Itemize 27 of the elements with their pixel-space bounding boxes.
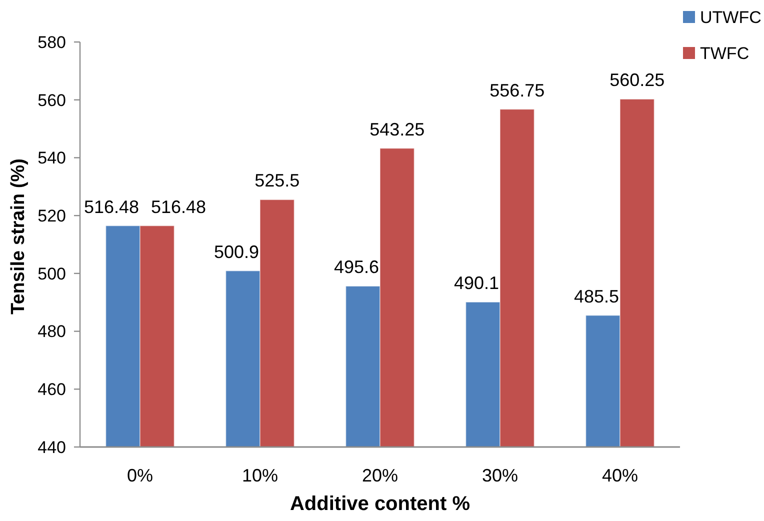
y-tick-label: 540 [38, 148, 66, 168]
data-label: 485.5 [574, 286, 620, 306]
data-label: 560.25 [610, 70, 665, 90]
y-tick-label: 560 [38, 90, 66, 110]
data-label: 500.9 [214, 242, 260, 262]
x-tick-label: 40% [602, 465, 638, 486]
data-label: 490.1 [454, 273, 500, 294]
y-axis-title: Tensile strain (%) [8, 158, 29, 314]
x-axis-title: Additive content % [290, 493, 470, 515]
y-tick-label: 500 [38, 264, 66, 284]
data-label: 543.25 [370, 119, 425, 140]
y-tick-label: 440 [38, 438, 66, 457]
y-tick-label: 460 [38, 380, 66, 400]
y-tick-label: 580 [38, 32, 66, 52]
x-tick-label: 0% [126, 465, 154, 486]
legend-label: UTWFC [700, 8, 762, 27]
x-tick-label: 10% [242, 465, 278, 486]
x-tick-label: 30% [482, 465, 518, 486]
legend-label: TWFC [700, 44, 750, 63]
data-label: 516.48 [151, 196, 206, 217]
data-label: 495.6 [334, 257, 380, 278]
data-label: 516.48 [84, 196, 140, 217]
y-tick-label: 520 [38, 206, 66, 226]
data-label: 525.5 [254, 170, 300, 191]
y-tick-label: 480 [38, 322, 66, 342]
data-label: 556.75 [490, 80, 545, 100]
x-tick-label: 20% [362, 465, 398, 486]
